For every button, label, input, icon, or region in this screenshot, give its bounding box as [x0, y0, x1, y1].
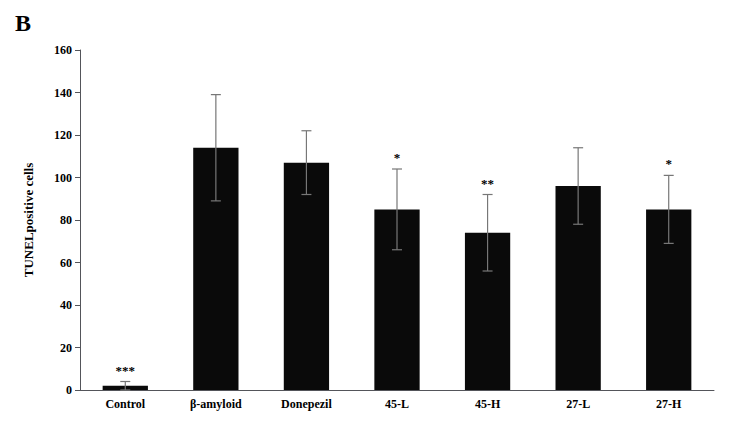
- svg-text:20: 20: [60, 341, 72, 355]
- svg-text:Control: Control: [105, 397, 145, 411]
- svg-text:40: 40: [60, 298, 72, 312]
- svg-text:80: 80: [60, 213, 72, 227]
- svg-text:***: ***: [116, 363, 136, 378]
- svg-text:45-L: 45-L: [385, 397, 409, 411]
- svg-text:Donepezil: Donepezil: [281, 397, 332, 411]
- svg-text:0: 0: [66, 383, 72, 397]
- svg-text:27-L: 27-L: [566, 397, 590, 411]
- svg-text:120: 120: [54, 128, 72, 142]
- svg-text:β-amyloid: β-amyloid: [190, 397, 242, 411]
- svg-text:100: 100: [54, 171, 72, 185]
- svg-text:B: B: [15, 10, 31, 36]
- svg-text:27-H: 27-H: [656, 397, 682, 411]
- svg-text:TUNELpositive cells: TUNELpositive cells: [21, 163, 36, 277]
- svg-text:160: 160: [54, 43, 72, 57]
- svg-text:60: 60: [60, 256, 72, 270]
- svg-text:*: *: [665, 156, 672, 171]
- svg-text:*: *: [394, 150, 401, 165]
- svg-text:140: 140: [54, 86, 72, 100]
- svg-text:45-H: 45-H: [475, 397, 501, 411]
- svg-text:**: **: [481, 176, 494, 191]
